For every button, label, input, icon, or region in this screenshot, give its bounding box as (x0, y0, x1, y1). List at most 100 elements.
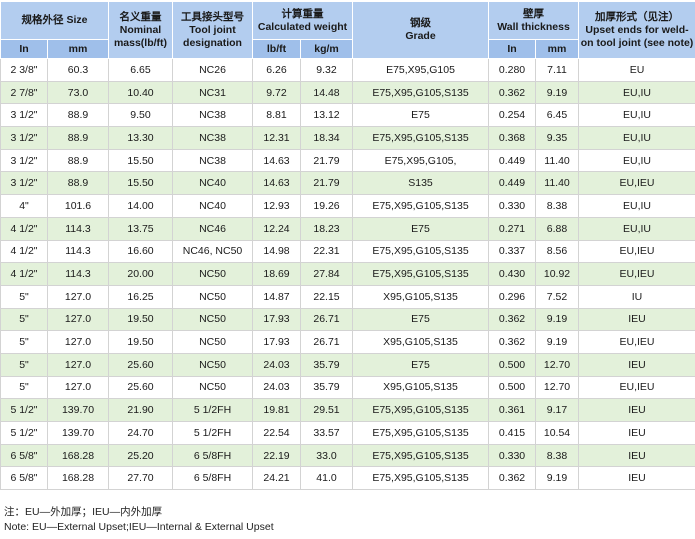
table-cell: 19.50 (108, 330, 173, 354)
table-cell: 6 5/8" (0, 443, 48, 468)
table-cell: 3 1/2" (0, 103, 48, 128)
table-cell: 12.31 (252, 126, 301, 150)
table-cell: 5" (0, 352, 48, 377)
table-cell: 12.93 (252, 194, 301, 218)
table-cell: S135 (352, 171, 490, 196)
table-cell: 12.24 (252, 216, 301, 241)
table-cell: 25.20 (108, 443, 173, 468)
table-cell: 3 1/2" (0, 171, 48, 196)
table-row: 5" 127.0 25.60 NC50 24.03 35.79 X95,G105,S135 0… (0, 375, 695, 400)
table-cell: 9.50 (108, 103, 173, 128)
spec-table: 规格外径 Size 名义重量 Nominal mass(lb/ft) 工具接头型号 T… (0, 1, 695, 491)
table-cell: 0.449 (488, 148, 537, 173)
table-cell: 24.70 (108, 421, 173, 445)
table-cell: NC46 (172, 216, 253, 241)
table-row: 3 1/2" 88.9 15.50 NC38 14.63 21.79 E75,X95,G10… (0, 148, 695, 173)
table-cell: X95,G105,S135 (352, 330, 490, 354)
table-row: 5" 127.0 19.50 NC50 17.93 26.71 X95,G105,S135 0… (0, 330, 695, 354)
table-cell: NC38 (172, 148, 253, 173)
table-cell: 10.54 (535, 421, 580, 445)
table-cell: 127.0 (47, 330, 109, 354)
table-row: 2 3/8" 60.3 6.65 NC26 6.26 9.32 E75,X95,G105 0.… (0, 58, 695, 82)
table-cell: NC50 (172, 307, 253, 332)
table-cell: EU,IU (578, 194, 695, 218)
table-cell: 29.51 (299, 398, 354, 422)
table-cell: 8.38 (535, 194, 580, 218)
table-cell: 21.79 (299, 148, 354, 173)
table-cell: 6.26 (252, 58, 301, 82)
table-cell: 14.63 (252, 148, 301, 173)
header-cell: mm (535, 39, 580, 59)
table-cell: 11.40 (535, 171, 580, 196)
table-cell: EU,IU (578, 126, 695, 150)
table-cell: 114.3 (47, 262, 109, 286)
table-cell: 127.0 (47, 307, 109, 332)
table-row: 4 1/2" 114.3 13.75 NC46 12.24 18.23 E75 0.271 6.… (0, 216, 695, 241)
table-cell: 12.70 (535, 352, 580, 377)
header-text: 计算重量 (281, 7, 324, 20)
table-cell: 14.87 (252, 284, 301, 309)
table-cell: 24.03 (252, 375, 301, 400)
table-cell: EU,IEU (578, 330, 695, 354)
table-cell: IEU (578, 421, 695, 445)
table-cell: 5" (0, 375, 48, 400)
table-cell: 13.30 (108, 126, 173, 150)
table-cell: EU,IU (578, 80, 695, 105)
table-cell: 22.54 (252, 421, 301, 445)
table-cell: IEU (578, 352, 695, 377)
header-text: Upset ends for weld- (585, 23, 689, 36)
table-cell: E75 (352, 352, 490, 377)
header-cell: 规格外径 Size (0, 1, 109, 40)
table-cell: 4" (0, 194, 48, 218)
table-cell: NC50 (172, 352, 253, 377)
table-cell: 0.362 (488, 330, 537, 354)
table-row: 4" 101.6 14.00 NC40 12.93 19.26 E75,X95,G105,S… (0, 194, 695, 218)
table-cell: 9.19 (535, 466, 580, 491)
table-cell: 6 5/8" (0, 466, 48, 491)
table-cell: 13.12 (299, 103, 354, 128)
table-cell: 5 1/2FH (172, 421, 253, 445)
table-cell: 24.21 (252, 466, 301, 491)
table-cell: 0.500 (488, 352, 537, 377)
table-cell: EU,IEU (578, 375, 695, 400)
table-cell: E75 (352, 307, 490, 332)
table-cell: IEU (578, 307, 695, 332)
header-cell: mm (47, 39, 109, 59)
table-cell: 27.70 (108, 466, 173, 491)
table-cell: 18.34 (299, 126, 354, 150)
header-cell: In (0, 39, 48, 59)
table-row: 5 1/2" 139.70 21.90 5 1/2FH 19.81 29.51 E75,X9… (0, 398, 695, 422)
table-cell: E75,X95,G105,S135 (352, 443, 490, 468)
table-cell: 88.9 (47, 126, 109, 150)
table-cell: X95,G105,S135 (352, 284, 490, 309)
table-cell: 14.98 (252, 239, 301, 264)
table-cell: IEU (578, 466, 695, 491)
table-cell: 25.60 (108, 352, 173, 377)
note: 注：EU—外加厚；IEU—内外加厚 (4, 506, 163, 518)
table-cell: EU,IU (578, 216, 695, 241)
table-cell: 4 1/2" (0, 216, 48, 241)
table-cell: 0.362 (488, 466, 537, 491)
table-cell: 0.449 (488, 171, 537, 196)
table-cell: 8.81 (252, 103, 301, 128)
table-header: 规格外径 Size 名义重量 Nominal mass(lb/ft) 工具接头型号 T… (0, 1, 695, 59)
table-row: 6 5/8" 168.28 25.20 6 5/8FH 22.19 33.0 E75,X95… (0, 443, 695, 468)
table-cell: E75,X95,G105,S135 (352, 262, 490, 286)
table-cell: 22.15 (299, 284, 354, 309)
header-cell: In (488, 39, 537, 59)
table-cell: 127.0 (47, 375, 109, 400)
header-cell: 名义重量 Nominal mass(lb/ft) (108, 1, 173, 59)
header-text: 壁厚 (523, 7, 545, 20)
table-cell: 6.88 (535, 216, 580, 241)
table-cell: 9.17 (535, 398, 580, 422)
header-cell: 加厚形式（见注） Upset ends for weld-on tool join… (578, 1, 695, 59)
table-cell: 15.50 (108, 171, 173, 196)
table-cell: 6 5/8FH (172, 443, 253, 468)
table-cell: 0.500 (488, 375, 537, 400)
table-cell: 0.280 (488, 58, 537, 82)
table-cell: 22.31 (299, 239, 354, 264)
table-cell: 60.3 (47, 58, 109, 82)
table-cell: 16.25 (108, 284, 173, 309)
table-row: 2 7/8" 73.0 10.40 NC31 9.72 14.48 E75,X95,G105… (0, 80, 695, 105)
